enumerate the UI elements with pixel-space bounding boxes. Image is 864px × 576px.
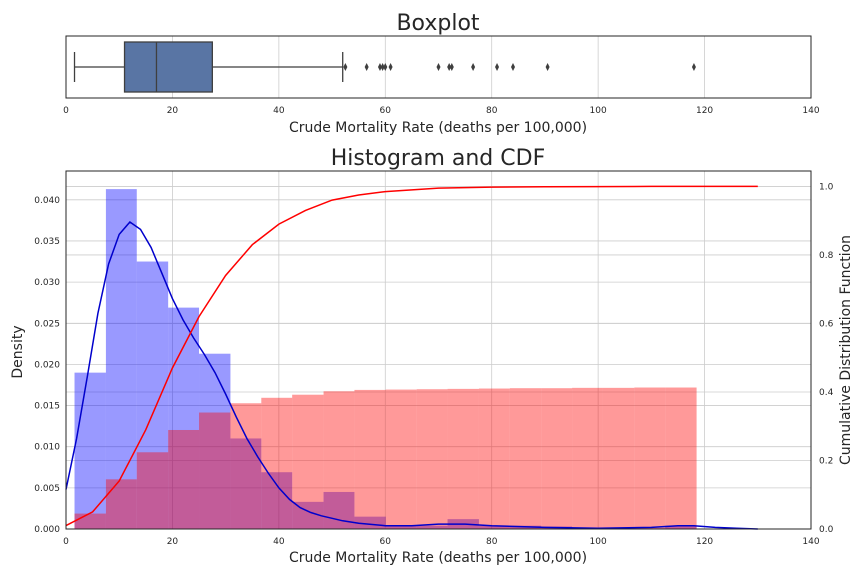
histogram-x-axis-label: Crude Mortality Rate (deaths per 100,000… <box>289 550 587 566</box>
cdf-bar <box>292 394 324 529</box>
outlier-point <box>511 63 515 71</box>
y2-tick-label: 0.0 <box>819 525 834 535</box>
x-tick-label: 120 <box>696 537 713 547</box>
density-bar <box>168 307 200 529</box>
y-tick-label: 0.015 <box>34 402 60 412</box>
cdf-bar <box>478 388 510 529</box>
x-tick-label: 80 <box>486 537 498 547</box>
y-tick-label: 0.010 <box>34 443 60 453</box>
x-tick-label: 120 <box>696 106 713 116</box>
y2-tick-label: 0.2 <box>819 456 833 466</box>
outlier-point <box>343 63 348 71</box>
y2-tick-label: 0.8 <box>819 251 834 261</box>
cdf-bar <box>602 387 635 529</box>
cdf-bar <box>199 412 231 529</box>
density-bar <box>74 372 106 529</box>
x-tick-label: 140 <box>802 106 819 116</box>
x-tick-label: 0 <box>63 537 69 547</box>
cdf-bar <box>105 479 137 529</box>
y-tick-label: 0.000 <box>34 525 60 535</box>
x-tick-label: 80 <box>486 106 498 116</box>
outlier-point <box>471 63 476 71</box>
outlier-point <box>495 63 500 71</box>
density-bar <box>199 353 231 529</box>
cdf-bar <box>416 389 448 529</box>
outlier-point <box>380 63 385 71</box>
boxplot-panel: 0 20 40 60 80 100 120 140 <box>63 35 820 116</box>
y2-tick-label: 1.0 <box>819 182 834 192</box>
histogram-panel: 0 20 40 60 80 100 120 140 0.000 0.005 0.010 0.015 0.… <box>34 170 834 547</box>
outlier-point <box>447 63 452 71</box>
density-bar <box>136 261 169 529</box>
cdf-bar <box>136 452 169 529</box>
kde-curve <box>65 220 758 530</box>
outlier-point <box>436 63 441 71</box>
x-tick-label: 40 <box>273 106 285 116</box>
cdf-line <box>65 185 758 527</box>
density-bar <box>323 491 355 529</box>
outlier-point <box>383 63 388 71</box>
cdf-bar <box>168 429 200 529</box>
cdf-bar <box>665 387 697 529</box>
x-tick-label: 40 <box>273 537 285 547</box>
histogram-title: Histogram and CDF <box>331 146 545 171</box>
boxplot-title: Boxplot <box>396 11 479 36</box>
outlier-point <box>377 63 382 71</box>
iqr-box <box>123 41 213 93</box>
y2-tick-label: 0.6 <box>819 319 834 329</box>
y-tick-label: 0.035 <box>34 237 60 247</box>
y2-tick-label: 0.4 <box>819 388 834 398</box>
x-tick-label: 60 <box>380 106 392 116</box>
cdf-bar <box>354 389 386 529</box>
outlier-point <box>364 63 369 71</box>
x-tick-label: 140 <box>802 537 819 547</box>
outlier-point <box>449 63 454 71</box>
x-tick-label: 0 <box>63 106 69 116</box>
cdf-bar <box>447 388 479 529</box>
x-tick-label: 20 <box>167 106 179 116</box>
x-tick-label: 100 <box>590 537 607 547</box>
density-bar <box>416 525 448 529</box>
x-tick-label: 20 <box>167 537 179 547</box>
cdf-bar <box>74 513 106 529</box>
cdf-bar <box>634 387 666 529</box>
boxplot-x-axis-label: Crude Mortality Rate (deaths per 100,000… <box>289 120 587 136</box>
cdf-bar <box>509 388 542 529</box>
density-bar <box>385 525 417 529</box>
cdf-bar <box>261 397 293 529</box>
outlier-point <box>691 63 696 71</box>
x-tick-label: 100 <box>590 106 607 116</box>
y-tick-label: 0.040 <box>34 196 60 206</box>
cdf-bar <box>541 388 573 529</box>
histogram-frame <box>65 170 812 530</box>
density-bar <box>665 525 697 529</box>
cdf-bar <box>572 387 603 529</box>
density-bar <box>105 189 137 529</box>
y-tick-label: 0.005 <box>34 484 60 494</box>
outlier-point <box>545 63 550 71</box>
cdf-axis-label: Cumulative Distribution Function <box>838 235 854 465</box>
y-tick-label: 0.030 <box>34 278 60 288</box>
outlier-point <box>388 63 393 71</box>
y-tick-label: 0.020 <box>34 360 60 370</box>
cdf-bar <box>230 403 262 529</box>
density-bar <box>478 525 510 529</box>
density-bar <box>354 516 386 529</box>
y-tick-label: 0.025 <box>34 319 60 329</box>
density-bar <box>261 472 293 529</box>
boxplot-frame <box>65 35 812 99</box>
cdf-bar <box>323 391 355 529</box>
x-tick-label: 60 <box>380 537 392 547</box>
cdf-bar <box>385 389 417 529</box>
density-axis-label: Density <box>10 325 26 378</box>
